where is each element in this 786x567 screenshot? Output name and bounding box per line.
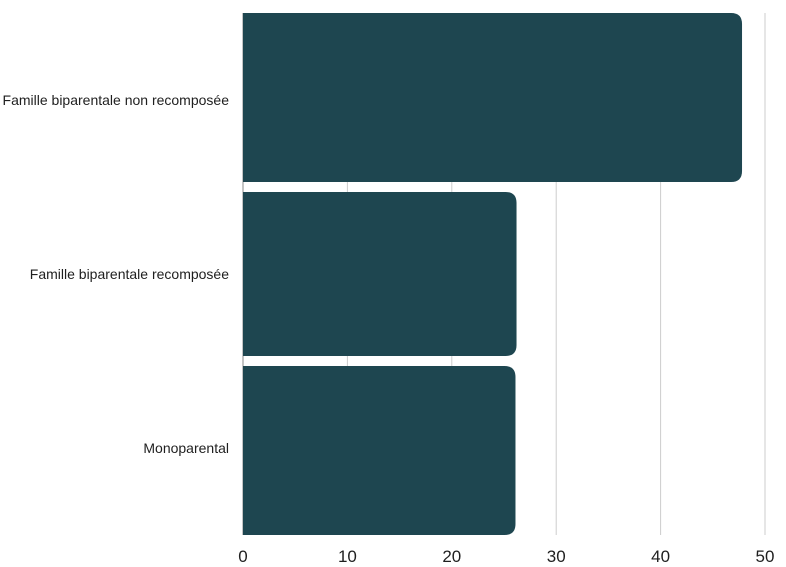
category-labels: Famille biparentale non recomposée Famill… <box>3 92 230 456</box>
x-tick-label: 30 <box>547 547 566 562</box>
bar <box>243 366 516 535</box>
x-tick-label: 50 <box>756 547 775 562</box>
x-axis-tick-labels: 0 10 20 30 40 50 <box>238 547 775 566</box>
category-label: Famille biparentale non recomposée <box>3 92 230 108</box>
bar <box>243 13 743 182</box>
bars <box>243 13 743 535</box>
bar <box>243 192 517 356</box>
x-tick-label: 20 <box>442 547 461 562</box>
category-label: Famille biparentale recomposée <box>30 266 229 282</box>
category-label: Monoparental <box>143 440 229 456</box>
x-tick-label: 40 <box>651 547 670 562</box>
x-tick-label: 0 <box>238 547 247 562</box>
x-tick-label: 10 <box>338 547 357 562</box>
